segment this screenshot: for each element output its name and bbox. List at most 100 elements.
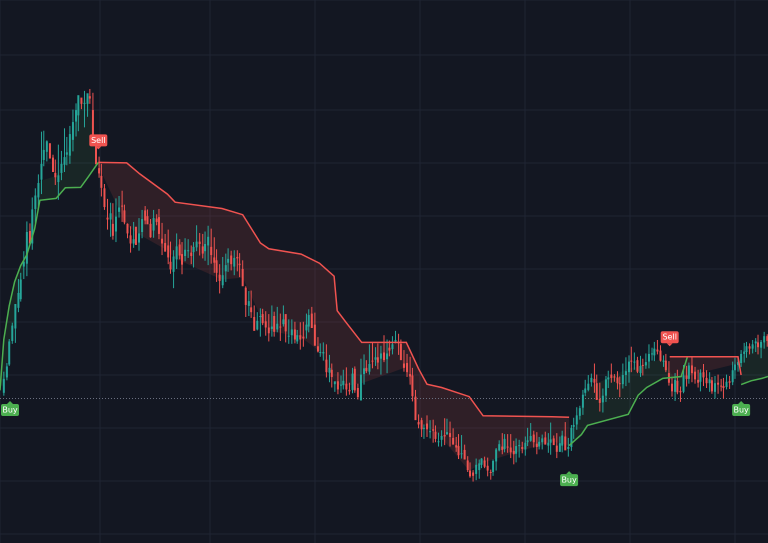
candle xyxy=(363,354,366,385)
candle xyxy=(88,88,91,104)
candle-body xyxy=(616,377,619,384)
candle-body xyxy=(305,324,308,331)
candle-body xyxy=(141,219,144,232)
signal-text: Sell xyxy=(662,333,676,342)
candle-body xyxy=(411,375,414,397)
candle-body xyxy=(86,93,89,104)
candle-body xyxy=(751,344,754,349)
candle-body xyxy=(460,453,463,455)
sell-signal-label[interactable]: Sell xyxy=(89,134,108,150)
candle xyxy=(656,340,659,355)
candle-body xyxy=(91,110,94,139)
candle xyxy=(460,435,463,459)
candle xyxy=(19,272,22,302)
candle-body xyxy=(175,246,178,260)
candle-body xyxy=(103,188,106,208)
candle-body xyxy=(353,368,356,391)
candle-body xyxy=(118,207,121,212)
candle-body xyxy=(31,209,34,244)
candle xyxy=(607,370,610,388)
candle-body xyxy=(417,422,420,425)
candle xyxy=(445,418,448,435)
candle-body xyxy=(276,323,279,330)
buy-signal-label[interactable]: Buy xyxy=(732,401,751,416)
candle xyxy=(284,314,287,343)
candle xyxy=(555,433,558,459)
candle xyxy=(472,470,475,482)
candle-body xyxy=(164,243,167,252)
candle-body xyxy=(659,350,662,361)
candle-body xyxy=(316,346,319,352)
candle-body xyxy=(359,374,362,401)
candle xyxy=(475,458,478,481)
candle xyxy=(236,250,239,272)
candle xyxy=(420,417,423,437)
signal-markers[interactable]: Buy Sell Buy Sell Buy xyxy=(1,134,751,487)
signal-pointer xyxy=(566,471,573,475)
candle xyxy=(760,340,763,359)
candle xyxy=(633,352,636,370)
candle xyxy=(138,218,141,251)
candle-body xyxy=(244,287,247,305)
candle xyxy=(111,203,114,240)
candle xyxy=(247,291,250,316)
candle xyxy=(705,370,708,388)
candle-body xyxy=(144,210,147,221)
candle xyxy=(48,143,51,159)
sell-signal-label[interactable]: Sell xyxy=(660,331,679,347)
candle xyxy=(307,309,310,333)
candle xyxy=(440,430,443,447)
candle xyxy=(333,381,336,392)
candle-body xyxy=(452,437,455,445)
candle xyxy=(164,233,167,252)
candle-body xyxy=(740,353,743,364)
candle xyxy=(60,150,63,181)
candle-body xyxy=(284,314,287,332)
candle xyxy=(743,342,746,363)
candle-body xyxy=(636,360,639,372)
candle-body xyxy=(157,217,160,234)
candle xyxy=(51,154,54,172)
buy-signal-label[interactable]: Buy xyxy=(560,471,579,487)
candle xyxy=(503,434,506,453)
buy-signal-label[interactable]: Buy xyxy=(1,401,19,416)
candle-body xyxy=(722,386,725,388)
candle-body xyxy=(302,336,305,339)
candle-body xyxy=(75,110,78,122)
candle-body xyxy=(541,438,544,443)
candle-body xyxy=(134,226,137,245)
supertrend-up-line xyxy=(568,356,689,447)
candle xyxy=(299,322,302,350)
candle-body xyxy=(552,438,555,446)
candle-body xyxy=(743,351,746,354)
candle-body xyxy=(98,168,101,174)
candle xyxy=(463,444,466,460)
candle xyxy=(155,214,158,226)
candle-body xyxy=(501,446,504,450)
candle-body xyxy=(121,205,124,207)
candle xyxy=(386,339,389,374)
candle-body xyxy=(705,377,708,384)
candle xyxy=(233,250,236,276)
candle-body xyxy=(760,341,763,348)
candle xyxy=(466,456,469,472)
candle-body xyxy=(253,316,256,331)
candle-body xyxy=(204,244,207,252)
signal-text: Sell xyxy=(91,136,105,145)
candle xyxy=(2,371,5,396)
candle-body xyxy=(238,263,241,266)
candle-body xyxy=(8,341,11,365)
candle xyxy=(31,197,34,250)
candle xyxy=(697,369,700,388)
candle-body xyxy=(422,427,425,429)
candle xyxy=(535,432,538,455)
uptrend-fill xyxy=(569,356,688,446)
candle-body xyxy=(621,375,624,385)
candle-body xyxy=(694,371,697,380)
candle xyxy=(207,225,210,266)
candle xyxy=(152,209,155,238)
candle-body xyxy=(259,316,262,317)
candle-body xyxy=(233,257,236,267)
candle-body xyxy=(590,377,593,383)
